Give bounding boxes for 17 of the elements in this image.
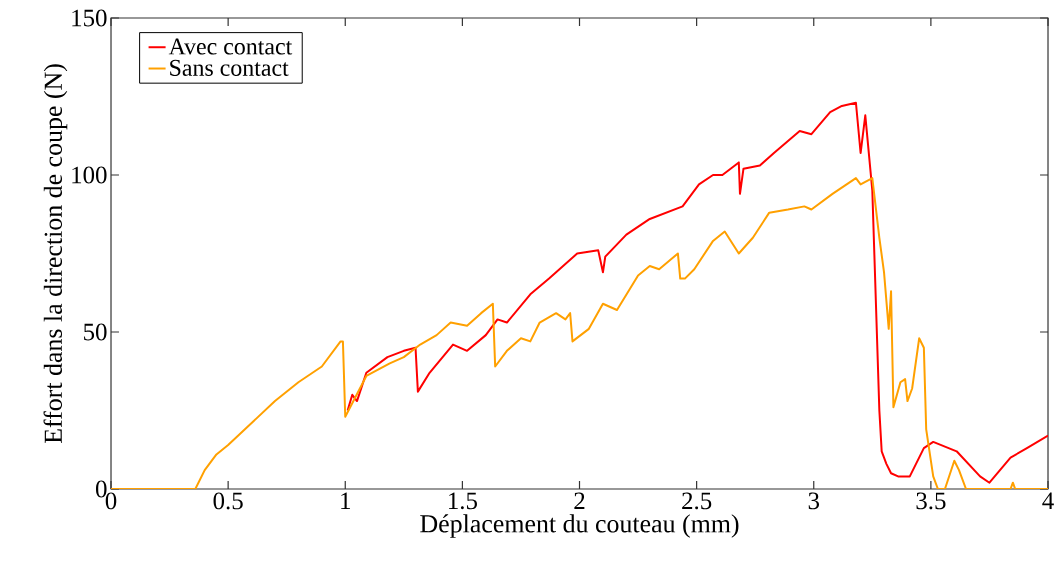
x-tick-label: 0.5 bbox=[213, 492, 243, 510]
legend-label: Sans contact bbox=[170, 59, 289, 76]
x-tick-label: 1.5 bbox=[449, 492, 477, 510]
legend-label: Avec contact bbox=[168, 38, 293, 55]
line-series bbox=[346, 101, 1049, 484]
y-axis-title: Effort dans la direction de coupe (N) bbox=[43, 64, 68, 444]
x-tick-label: 4 bbox=[1042, 492, 1054, 509]
x-tick-label: 2.5 bbox=[682, 492, 712, 510]
y-tick-label: 150 bbox=[72, 9, 107, 27]
x-tick-label: 2 bbox=[574, 492, 585, 509]
x-axis-title: Déplacement du couteau (mm) bbox=[420, 514, 739, 538]
y-tick-label: 50 bbox=[84, 323, 107, 341]
y-tick-label: 0 bbox=[95, 480, 107, 498]
y-tick-label: 100 bbox=[72, 166, 107, 184]
x-tick-label: 3 bbox=[808, 492, 820, 510]
x-tick-label: 1 bbox=[341, 492, 350, 509]
x-tick-label: 3.5 bbox=[916, 492, 946, 510]
